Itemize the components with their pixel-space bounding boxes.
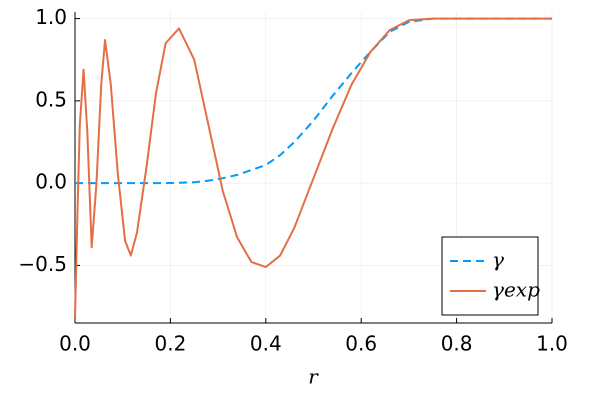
legend-box [441,236,539,316]
y-tick-label: 1.0 [35,5,67,29]
legend-label: γexp [492,278,540,302]
x-tick-label: 1.0 [536,332,568,356]
legend-label: γ [492,248,504,272]
x-axis-label: r [308,365,319,389]
x-tick-label: 0.4 [250,332,282,356]
series-line [74,17,552,319]
x-tick-label: 0.8 [441,332,473,356]
y-tick-label: 0.0 [35,170,67,194]
x-tick-label: 0.0 [59,332,91,356]
y-tick-label: −0.5 [18,252,67,276]
x-tick-label: 0.6 [345,332,377,356]
x-tick-label: 0.2 [154,332,186,356]
y-tick-label: 0.5 [35,87,67,111]
